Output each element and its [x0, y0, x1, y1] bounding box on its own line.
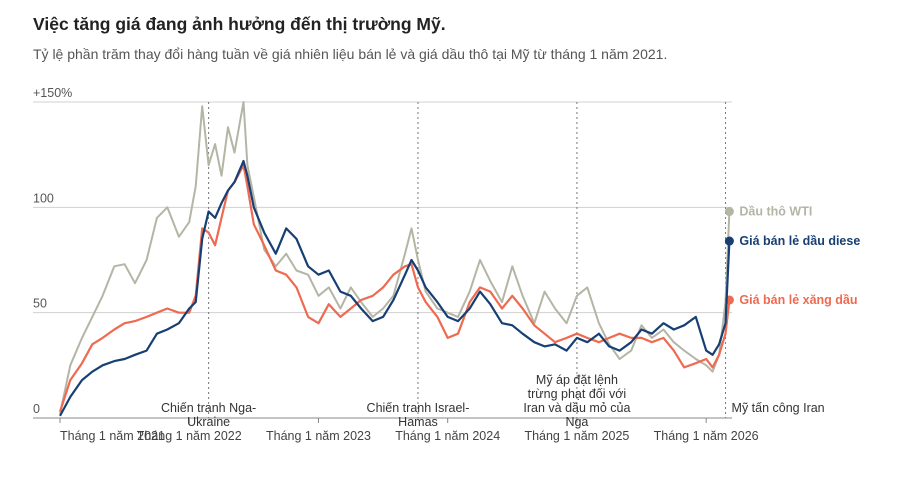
series-label-diesel: Giá bán lẻ dầu diese [739, 234, 860, 248]
x-tick-label: Tháng 1 năm 2022 [137, 429, 242, 443]
series-label-gasoline: Giá bán lẻ xăng dầu [739, 293, 857, 307]
y-tick-label: 50 [33, 297, 47, 311]
annotation-label: Mỹ tấn công Iran [732, 401, 825, 415]
annotation-label: Hamas [398, 415, 438, 429]
x-tick-label: Tháng 1 năm 2021 [60, 429, 165, 443]
series-endpoint-diesel [724, 236, 734, 246]
annotation-label: Nga [565, 415, 588, 429]
y-tick-label: 0 [33, 402, 40, 416]
chart-title: Việc tăng giá đang ảnh hưởng đến thị trư… [33, 14, 446, 34]
annotation-label: Ukraine [187, 415, 230, 429]
chart-subtitle: Tỷ lệ phần trăm thay đổi hàng tuần về gi… [33, 46, 668, 62]
x-tick-label: Tháng 1 năm 2026 [654, 429, 759, 443]
series-layer [58, 101, 734, 417]
annotation-label: Mỹ áp đặt lệnh [536, 373, 618, 387]
y-tick-label: 100 [33, 191, 54, 205]
series-line-wti [59, 101, 731, 415]
series-line-diesel [59, 159, 731, 417]
grid-layer [33, 101, 732, 423]
x-tick-label: Tháng 1 năm 2025 [524, 429, 629, 443]
event-lines [208, 102, 727, 418]
x-tick-label: Tháng 1 năm 2024 [395, 429, 500, 443]
annotation-label: Chiến tranh Nga- [161, 401, 256, 415]
annotation-label: Chiến tranh Israel- [367, 401, 470, 415]
series-line-gasoline [58, 164, 731, 413]
x-tick-label: Tháng 1 năm 2023 [266, 429, 371, 443]
series-endpoint-wti [724, 207, 734, 217]
annotation-label: Iran và dầu mỏ của [523, 401, 630, 415]
y-tick-label: +150% [33, 86, 72, 100]
annotation-label: trừng phạt đối với [528, 387, 627, 401]
series-label-wti: Dầu thô WTI [739, 205, 812, 219]
